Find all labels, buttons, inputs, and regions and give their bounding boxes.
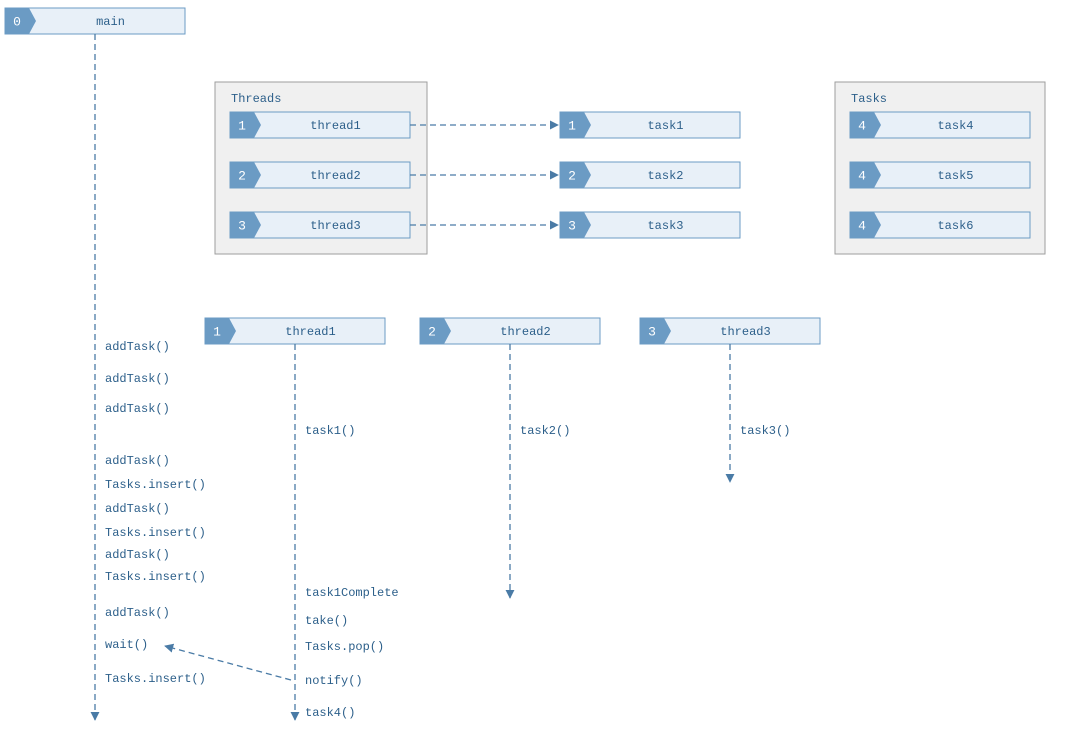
box-task5-num: 4 <box>858 168 866 183</box>
box-t3-label: thread3 <box>310 219 360 233</box>
box-task4-num: 4 <box>858 118 866 133</box>
msg-lt1: task1() <box>305 424 355 438</box>
box-lt3: 3 thread3 <box>640 318 820 344</box>
msg-main: Tasks.insert() <box>105 672 206 686</box>
box-t1-num: 1 <box>238 118 246 133</box>
msg-main: addTask() <box>105 548 170 562</box>
box-t1-label: thread1 <box>310 119 360 133</box>
box-task5-label: task5 <box>937 169 973 183</box>
box-task1-label: task1 <box>647 119 683 133</box>
box-task2-num: 2 <box>568 168 576 183</box>
tasks-group-title: Tasks <box>851 92 887 106</box>
box-task4: 4 task4 <box>850 112 1030 138</box>
msg-lt2: task2() <box>520 424 570 438</box>
msg-main: wait() <box>105 638 148 652</box>
msg-main: addTask() <box>105 502 170 516</box>
msg-main: addTask() <box>105 454 170 468</box>
box-task4-label: task4 <box>937 119 973 133</box>
box-lt2-num: 2 <box>428 324 436 339</box>
box-lt1-label: thread1 <box>285 325 335 339</box>
box-task1: 1 task1 <box>560 112 740 138</box>
box-task3-label: task3 <box>647 219 683 233</box>
box-t2: 2 thread2 <box>230 162 410 188</box>
box-lt1: 1 thread1 <box>205 318 385 344</box>
msg-main: Tasks.insert() <box>105 570 206 584</box>
box-main: 0 main <box>5 8 185 34</box>
box-task6-label: task6 <box>937 219 973 233</box>
box-t1: 1 thread1 <box>230 112 410 138</box>
msg-main: Tasks.insert() <box>105 478 206 492</box>
box-task6: 4 task6 <box>850 212 1030 238</box>
box-t3: 3 thread3 <box>230 212 410 238</box>
msg-lt1: take() <box>305 614 348 628</box>
box-task2-label: task2 <box>647 169 683 183</box>
box-lt2: 2 thread2 <box>420 318 600 344</box>
box-task5: 4 task5 <box>850 162 1030 188</box>
box-lt2-label: thread2 <box>500 325 550 339</box>
box-task3-num: 3 <box>568 218 576 233</box>
box-main-num: 0 <box>13 14 21 29</box>
sequence-diagram: Threads Tasks 0 main 1 thread1 2 thread2 3 thread… <box>0 0 1074 734</box>
msg-main: addTask() <box>105 372 170 386</box>
msg-main: addTask() <box>105 606 170 620</box>
msg-lt1: task1Complete <box>305 586 399 600</box>
box-task1-num: 1 <box>568 118 576 133</box>
box-t2-num: 2 <box>238 168 246 183</box>
msg-lt1: notify() <box>305 674 363 688</box>
box-main-label: main <box>96 15 125 29</box>
box-lt3-label: thread3 <box>720 325 770 339</box>
box-t2-label: thread2 <box>310 169 360 183</box>
box-lt1-num: 1 <box>213 324 221 339</box>
msg-lt1: task4() <box>305 706 355 720</box>
box-lt3-num: 3 <box>648 324 656 339</box>
msg-lt3: task3() <box>740 424 790 438</box>
msg-main: addTask() <box>105 340 170 354</box>
threads-group-title: Threads <box>231 92 281 106</box>
box-task3: 3 task3 <box>560 212 740 238</box>
box-task6-num: 4 <box>858 218 866 233</box>
box-task2: 2 task2 <box>560 162 740 188</box>
box-t3-num: 3 <box>238 218 246 233</box>
msg-main: addTask() <box>105 402 170 416</box>
msg-main: Tasks.insert() <box>105 526 206 540</box>
msg-lt1: Tasks.pop() <box>305 640 384 654</box>
